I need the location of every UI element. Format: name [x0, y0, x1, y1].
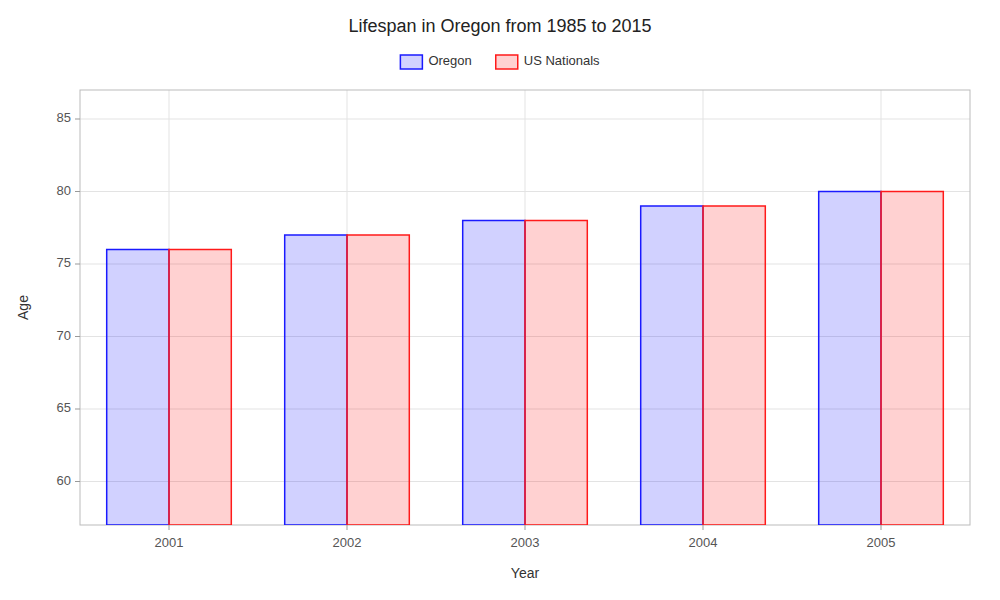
- legend-swatch: [400, 55, 422, 69]
- y-tick-label: 60: [57, 473, 71, 488]
- legend: Oregon US Nationals: [400, 53, 600, 69]
- bar: [525, 221, 587, 526]
- grid: [80, 90, 970, 525]
- axes: 60 65 70 75 80 85 2001 2002 2003 2004 2005: [57, 110, 896, 550]
- x-axis-label: Year: [511, 565, 540, 581]
- bar: [703, 206, 765, 525]
- x-tick: [169, 525, 170, 530]
- y-tick-label: 75: [57, 255, 71, 270]
- x-tick: [525, 525, 526, 530]
- bar: [463, 221, 525, 526]
- legend-swatch: [496, 55, 518, 69]
- bar: [881, 192, 943, 526]
- y-axis-label: Age: [15, 295, 31, 320]
- x-tick: [347, 525, 348, 530]
- x-tick-label: 2005: [867, 535, 896, 550]
- x-tick: [703, 525, 704, 530]
- chart-svg: 60 65 70 75 80 85 2001 2002 2003 2004 2005 Year Age L…: [0, 0, 1000, 600]
- y-tick: [75, 119, 80, 120]
- legend-item: US Nationals: [496, 53, 600, 69]
- y-tick: [75, 264, 80, 265]
- chart-container: 60 65 70 75 80 85 2001 2002 2003 2004 2005 Year Age L…: [0, 0, 1000, 600]
- page: {"chart_data": {"type": "bar", "title": …: [0, 0, 1000, 600]
- bar: [285, 235, 347, 525]
- y-tick-label: 85: [57, 110, 71, 125]
- bar: [107, 250, 169, 526]
- plot-frame: [80, 90, 970, 525]
- y-tick: [75, 191, 80, 192]
- y-tick-label: 65: [57, 400, 71, 415]
- x-tick-label: 2003: [511, 535, 540, 550]
- y-tick-label: 80: [57, 183, 71, 198]
- x-tick: [881, 525, 882, 530]
- x-tick-label: 2004: [689, 535, 718, 550]
- title: Lifespan in Oregon from 1985 to 2015: [348, 16, 651, 36]
- y-tick: [75, 481, 80, 482]
- legend-label: US Nationals: [524, 53, 600, 68]
- y-tick: [75, 336, 80, 337]
- y-tick: [75, 409, 80, 410]
- x-tick-label: 2002: [333, 535, 362, 550]
- x-tick-label: 2001: [155, 535, 184, 550]
- legend-label: Oregon: [428, 53, 471, 68]
- bar: [641, 206, 703, 525]
- legend-item: Oregon: [400, 53, 471, 69]
- bar: [819, 192, 881, 526]
- bars: [107, 192, 944, 526]
- bar: [169, 250, 231, 526]
- y-tick-label: 70: [57, 328, 71, 343]
- bar: [347, 235, 409, 525]
